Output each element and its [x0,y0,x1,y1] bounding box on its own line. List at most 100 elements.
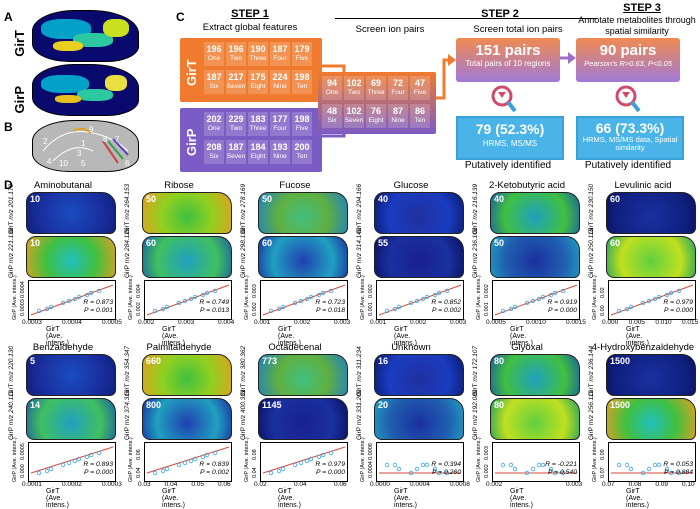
region-name: Eight [368,117,384,124]
girt-mz-label: GirT m/z 278.169 [240,183,247,234]
ion-image-girt: 1500 [606,354,696,396]
scatter-ylabel: GirP (Ave. intens.) [476,275,482,320]
data-point [524,300,530,306]
region-count: 76 [370,106,381,116]
region-label: 7 [115,135,120,144]
region-name: Nine [391,117,405,124]
girt-mz-label: GirT m/z 294.166 [356,183,363,234]
x-tick-label: 0.0003 [102,481,122,488]
data-point [616,308,622,314]
step1-girp-box: GirP 202 One 229 Two 183 Three 177 Four 198 Five 2… [180,108,322,172]
arrow-to-total [436,54,456,100]
x-tick-label: 0.003 [566,481,583,488]
step2-subtitle-total: Screen total ion pairs [473,24,563,35]
intensity-max: 800 [146,400,162,410]
data-point [668,290,674,296]
scatter-xlabel: GirT (Ave. intens.) [394,488,417,509]
fit-line [262,284,346,316]
y-tick-label: 0.02 [600,287,606,298]
girt-mz-label: GirT m/z 236.144 [588,345,595,396]
panel-letter-a: A [4,10,13,24]
x-tick-label: 0.003 [334,319,351,326]
ion-image-girt: 16 [374,354,464,396]
region-name: Seven [226,83,246,90]
data-point [512,466,518,472]
x-tick-label: 0.004 [218,319,235,326]
region-count: 184 [250,142,266,152]
region-cell: 224 Nine [270,70,290,94]
brain-image-girt [32,10,139,62]
stats-label: R = 0.723 P = 0.018 [315,299,345,314]
data-point [384,462,390,468]
region-cell: 175 Eight [248,70,268,94]
region-name: Seven [344,117,364,124]
p-value: P = 0.260 [431,468,461,476]
girp-mz-label: GirP m/z 331.200 [356,389,363,440]
girp-mz-value: m/z 250.118 [588,228,595,264]
data-point [44,468,50,474]
girp-mz-label: GirP m/z 221.138 [8,227,15,278]
data-point [424,462,430,468]
region-count: 208 [206,142,222,152]
scatter-plot: R = 0.839 P = 0.002 [144,442,232,482]
girp-mz-value: m/z 298.138 [240,227,247,264]
girt-mz-value: m/z 172.107 [472,345,479,382]
data-point [60,300,66,306]
x-tick-label: 0.0015 [566,319,586,326]
region-name: Four [273,55,287,62]
p-value: P = 0.002 [431,306,461,314]
stats-label: R = 0.852 P = 0.002 [431,299,461,314]
data-point [48,304,54,310]
data-point [552,290,558,296]
intensity-max: 1500 [610,356,631,366]
data-point [308,294,314,300]
panel-a-label-girp: GirP [12,86,27,114]
panel-a-label-girt: GirT [12,30,27,57]
girt-mz-value: m/z 278.169 [240,183,247,220]
x-tick-label: 0.000 [602,319,619,326]
ion-title: Fucose [279,180,311,191]
data-point [396,466,402,472]
step1-girt-box: GirT 196 One 196 Two 190 Three 187 Four 179 Five 1… [180,38,322,102]
region-label: 1 [81,139,86,148]
y-tick-label: 0.04 [136,467,142,478]
region-count: 196 [206,44,222,54]
data-point [304,458,310,464]
y-tick-label: 0.002 [252,302,258,316]
pearson-r: R = 0.394 [431,461,461,468]
x-tick-label: 0.0000 [370,481,390,488]
pearson-r: R = 0.749 [199,299,229,306]
x-tick-label: 0.010 [655,319,672,326]
girt-mz-label: GirT m/z 264.153 [124,183,131,234]
scatter-plot: R = 0.979 P = 0.000 [608,280,696,320]
pearson-r: R = 0.723 [315,299,345,306]
step1-subtitle: Extract global features [202,22,298,33]
scatter-ylabel: GirP (Ave. intens.) [592,437,598,482]
data-point [500,462,506,468]
data-point [624,306,630,312]
intensity-max: 60 [146,238,157,248]
region-cell: 198 Five [292,112,312,136]
data-point [432,466,438,472]
region-count: 86 [414,106,425,116]
girp-mz-label: GirP m/z 314.140 [356,227,363,278]
girt-mz-value: m/z 380.362 [240,345,247,382]
data-point [192,294,198,300]
girp-mz-label: GirP m/z 256.111 [588,390,595,440]
region-count: 198 [294,114,310,124]
x-tick-label: 0.0010 [526,319,546,326]
region-cell: 76 Eight [366,104,386,128]
region-name: Six [209,153,219,160]
data-point [444,470,450,476]
region-name: Six [327,117,337,124]
intensity-max: 660 [146,356,162,366]
data-point [432,292,438,298]
data-point [36,470,42,476]
data-point [276,306,282,312]
region-count: 47 [414,78,425,88]
data-point [316,292,322,298]
step3-identified-sub: HRMS, MS/MS data, Spatial similarity [582,135,678,152]
p-value: P = 0.540 [547,468,577,476]
ion-image-girp: 60 [258,236,348,278]
girp-mz-value: m/z 221.138 [8,227,15,264]
